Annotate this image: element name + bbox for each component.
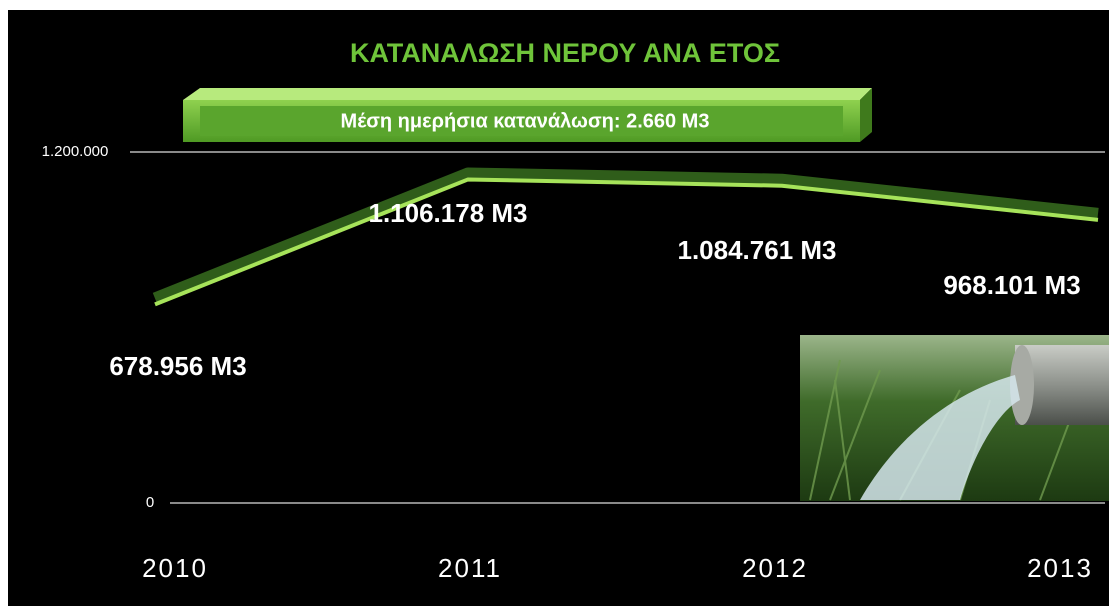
x-tick-label: 2010: [142, 553, 208, 583]
y-tick-label: 1.200.000: [42, 143, 109, 160]
x-tick-label: 2013: [1027, 553, 1093, 583]
photo: [800, 335, 1109, 501]
x-tick-label: 2012: [742, 553, 808, 583]
y-tick-label: 0: [146, 494, 154, 511]
value-label: 1.106.178 Μ3: [368, 198, 527, 228]
x-tick-label: 2011: [438, 553, 502, 583]
chart: ΚΑΤΑΝΑΛΩΣΗ ΝΕΡΟΥ ΑΝΑ ΕΤΟΣ Μέση ημερήσια …: [0, 0, 1109, 606]
chart-title: ΚΑΤΑΝΑΛΩΣΗ ΝΕΡΟΥ ΑΝΑ ΕΤΟΣ: [350, 38, 780, 68]
value-label: 968.101 Μ3: [943, 270, 1080, 300]
value-label: 1.084.761 Μ3: [677, 235, 836, 265]
subtitle: Μέση ημερήσια κατανάλωση: 2.660 Μ3: [341, 110, 710, 132]
value-label: 678.956 Μ3: [109, 351, 246, 381]
